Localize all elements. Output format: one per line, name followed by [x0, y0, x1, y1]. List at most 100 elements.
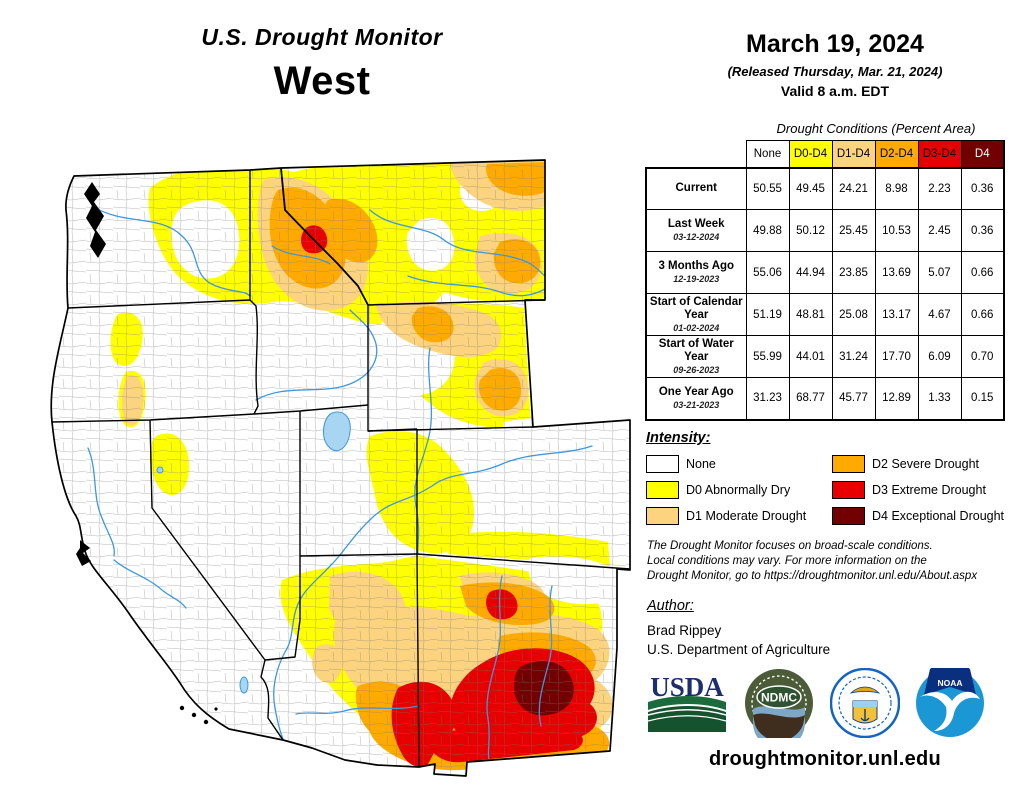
table-title: Drought Conditions (Percent Area): [776, 121, 976, 136]
table-cell: 1.33: [917, 377, 962, 421]
ndmc-logo: NDMC: [745, 669, 814, 738]
table-cell: 48.81: [788, 293, 833, 336]
channel-island: [179, 705, 185, 711]
table-cell: 8.98: [874, 166, 919, 210]
table-cell: 0.36: [960, 166, 1005, 210]
table-cell: 23.85: [831, 251, 876, 294]
table-cell: 13.17: [874, 293, 919, 336]
table-cell: 51.19: [745, 293, 790, 336]
row-date: 12-19-2023: [673, 274, 720, 285]
rivers: [87, 205, 593, 761]
legend-column-right: D2 Severe Drought D3 Extreme Drought D4 …: [832, 454, 1004, 532]
table-cell: 31.23: [745, 377, 790, 421]
author-name: Brad Rippey: [647, 623, 722, 638]
table-cell: 4.67: [917, 293, 962, 336]
legend-item-d0: D0 Abnormally Dry: [646, 480, 806, 500]
d3-swatch: [832, 481, 865, 499]
table-header-row: None D0-D4 D1-D4 D2-D4 D3-D4 D4: [646, 140, 1005, 168]
table-cell: 0.66: [960, 251, 1005, 294]
table-cell: 0.66: [960, 293, 1005, 336]
table-row: One Year Ago 03-21-2023 31.23 68.77 45.77…: [645, 377, 1005, 421]
col-header-d4: D4: [960, 140, 1005, 168]
table-cell: 17.70: [874, 335, 919, 378]
table-cell: 25.45: [831, 209, 876, 252]
table-cell: 44.01: [788, 335, 833, 378]
row-date: 03-21-2023: [673, 400, 720, 411]
sf-bay: [76, 540, 91, 566]
d4-swatch: [832, 507, 865, 525]
region-title: West: [273, 59, 371, 103]
logo-row: USDA NDMC NOAA: [645, 666, 985, 740]
table-cell: 31.24: [831, 335, 876, 378]
legend-item-none: None: [646, 454, 806, 474]
released-date: (Released Thursday, Mar. 21, 2024): [727, 64, 943, 79]
table-cell: 55.99: [745, 335, 790, 378]
row-label: Start of Water Year 09-26-2023: [645, 335, 747, 378]
table-cell: 45.77: [831, 377, 876, 421]
none-swatch: [646, 455, 679, 473]
title-block: U.S. Drought Monitor West: [92, 24, 552, 104]
table-cell: 0.15: [960, 377, 1005, 421]
table-row: Start of Calendar Year 01-02-2024 51.19 4…: [645, 293, 1005, 336]
noaa-logo-text: NOAA: [937, 678, 962, 688]
table-cell: 50.12: [788, 209, 833, 252]
row-label: Start of Calendar Year 01-02-2024: [645, 293, 747, 336]
author-org: U.S. Department of Agriculture: [647, 642, 831, 657]
valid-time: Valid 8 a.m. EDT: [780, 83, 890, 99]
legend-item-d2: D2 Severe Drought: [832, 454, 1004, 474]
table-cell: 5.07: [917, 251, 962, 294]
d2-swatch: [832, 455, 865, 473]
row-label: Last Week 03-12-2024: [645, 209, 747, 252]
col-header-d0d4: D0-D4: [788, 140, 833, 168]
date-block: March 19, 2024 (Released Thursday, Mar. …: [660, 30, 1010, 99]
intensity-title: Intensity:: [646, 430, 711, 446]
coast-details: [76, 182, 218, 725]
col-header-d1d4: D1-D4: [831, 140, 876, 168]
author-heading: Author:: [647, 598, 694, 614]
table-cell: 24.21: [831, 166, 876, 210]
table-cell: 10.53: [874, 209, 919, 252]
row-label: 3 Months Ago 12-19-2023: [645, 251, 747, 294]
row-date: 03-12-2024: [673, 232, 720, 243]
col-header-d3d4: D3-D4: [917, 140, 962, 168]
table-cell: 68.77: [788, 377, 833, 421]
col-header-none: None: [745, 140, 790, 168]
table-cell: 6.09: [917, 335, 962, 378]
table-cell: 25.08: [831, 293, 876, 336]
legend-item-d4: D4 Exceptional Drought: [832, 506, 1004, 526]
table-cell: 2.23: [917, 166, 962, 210]
map-date: March 19, 2024: [746, 30, 924, 58]
ndmc-logo-text: NDMC: [761, 691, 797, 705]
channel-island: [191, 712, 197, 718]
channel-island: [203, 719, 209, 725]
table-corner-cell: [646, 141, 746, 168]
table-cell: 12.89: [874, 377, 919, 421]
usda-logo: USDA: [647, 672, 727, 732]
state-borders: [50, 159, 631, 777]
col-header-d2d4: D2-D4: [874, 140, 919, 168]
doc-logo: [829, 668, 900, 738]
usdm-title: U.S. Drought Monitor: [201, 24, 443, 50]
table-row: 3 Months Ago 12-19-2023 55.06 44.94 23.85…: [645, 251, 1005, 294]
table-cell: 0.36: [960, 209, 1005, 252]
drought-map: [50, 159, 631, 777]
legend-column-left: None D0 Abnormally Dry D1 Moderate Droug…: [646, 454, 806, 532]
table-cell: 0.70: [960, 335, 1005, 378]
channel-island: [214, 707, 218, 711]
d1-swatch: [646, 507, 679, 525]
lakes: [156, 411, 351, 694]
legend-item-d3: D3 Extreme Drought: [832, 480, 1004, 500]
table-cell: 49.88: [745, 209, 790, 252]
county-lines: [51, 160, 630, 776]
legend-item-d1: D1 Moderate Drought: [646, 506, 806, 526]
row-date: 09-26-2023: [673, 365, 720, 376]
row-label: One Year Ago 03-21-2023: [645, 377, 747, 421]
d0-swatch: [646, 481, 679, 499]
table-cell: 55.06: [745, 251, 790, 294]
drought-conditions-table: None D0-D4 D1-D4 D2-D4 D3-D4 D4 Current …: [645, 140, 1005, 421]
table-row: Last Week 03-12-2024 49.88 50.12 25.45 10…: [645, 209, 1005, 252]
table-cell: 50.55: [745, 166, 790, 210]
row-label: Current: [645, 166, 747, 210]
table-cell: 13.69: [874, 251, 919, 294]
